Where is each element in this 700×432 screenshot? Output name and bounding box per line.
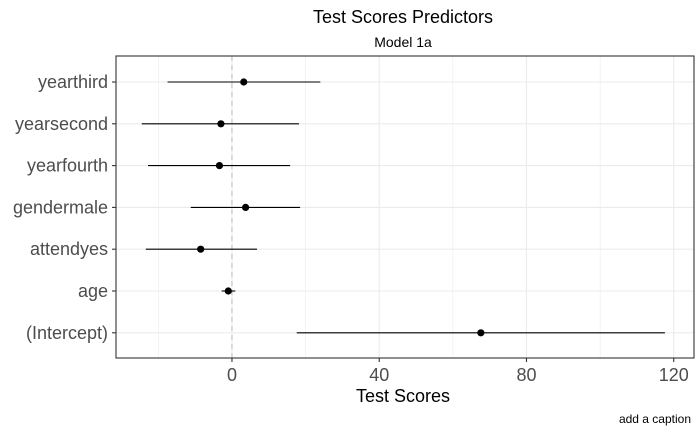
y-tick-label: (Intercept) xyxy=(26,323,108,343)
y-tick-label: age xyxy=(78,281,108,301)
coefficient-marks xyxy=(141,78,665,337)
x-tick-label: 0 xyxy=(227,365,237,385)
chart-caption: add a caption xyxy=(619,412,691,426)
point-estimate-intercept xyxy=(477,329,485,337)
x-tick-label: 120 xyxy=(659,365,689,385)
point-estimate-yearfourth xyxy=(215,162,224,170)
y-tick-label: yearsecond xyxy=(15,114,108,134)
y-tick-label: yearfourth xyxy=(27,156,108,176)
y-tick-label: yearthird xyxy=(38,72,108,92)
x-axis-title: Test Scores xyxy=(356,386,450,406)
x-tick-label: 80 xyxy=(516,365,536,385)
y-tick-label: gendermale xyxy=(13,197,108,217)
y-axis-ticks: yearthird yearsecond yearfourth gendermale a… xyxy=(13,72,116,343)
point-estimate-yearthird xyxy=(240,78,248,86)
x-tick-label: 40 xyxy=(369,365,389,385)
y-tick-label: attendyes xyxy=(30,239,108,259)
point-estimate-yearsecond xyxy=(217,120,225,128)
chart-title: Test Scores Predictors xyxy=(313,7,493,27)
chart-subtitle: Model 1a xyxy=(374,34,432,50)
point-estimate-age xyxy=(224,287,232,295)
point-estimate-gendermale xyxy=(241,203,250,211)
point-estimate-attendyes xyxy=(197,245,205,253)
x-axis-ticks: 0 40 80 120 xyxy=(227,358,689,385)
